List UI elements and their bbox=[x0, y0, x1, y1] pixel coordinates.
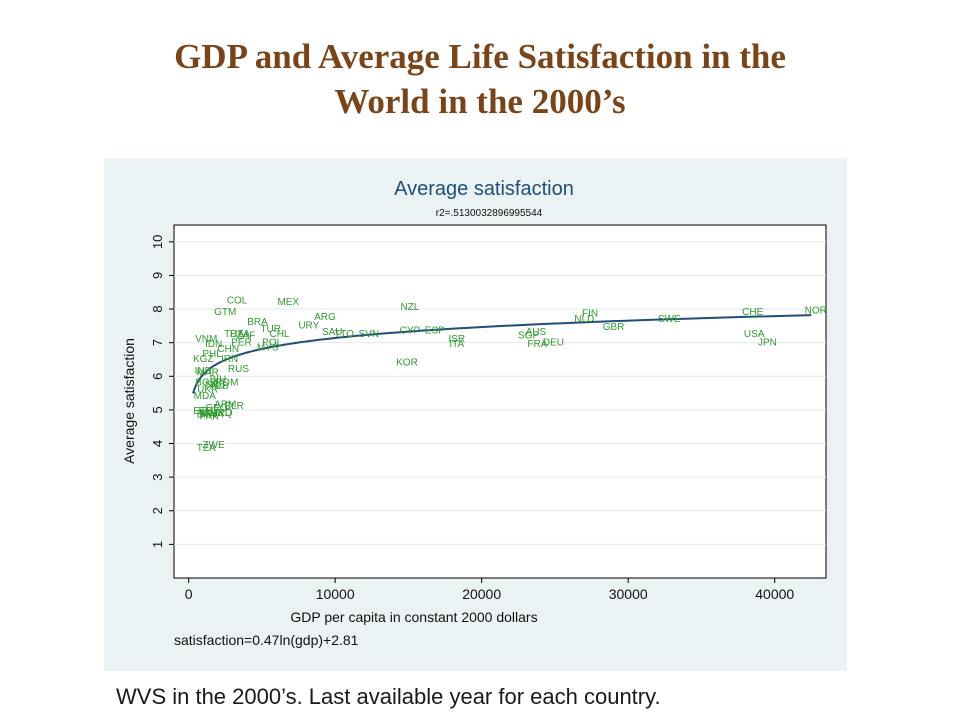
data-point-tto: TTO bbox=[334, 329, 354, 340]
data-point-egy: EGY bbox=[199, 406, 220, 417]
data-point-isr: ISR bbox=[448, 334, 465, 345]
data-point-bra: BRA bbox=[247, 317, 268, 328]
data-point-zaf: ZAF bbox=[236, 331, 255, 342]
data-point-cyp: CYP bbox=[400, 326, 421, 337]
data-point-fra: FRA bbox=[527, 339, 547, 350]
data-point-mli: MLI bbox=[199, 408, 216, 419]
data-point-chl: CHL bbox=[269, 329, 289, 340]
data-point-zwe: ZWE bbox=[202, 440, 225, 451]
data-point-vnm: VNM bbox=[195, 334, 217, 345]
data-point-swe: SWE bbox=[658, 314, 681, 325]
x-tick-label: 30000 bbox=[609, 586, 648, 602]
data-point-dza: DZA bbox=[230, 329, 250, 340]
data-point-mkd: MKD bbox=[210, 408, 232, 419]
data-point-ury: URY bbox=[298, 320, 319, 331]
data-point-rom: ROM bbox=[215, 378, 238, 389]
y-tick-label: 3 bbox=[150, 474, 165, 481]
data-point-nzl: NZL bbox=[400, 302, 419, 313]
data-point-ind: IND bbox=[195, 366, 212, 377]
data-point-kgz: KGZ bbox=[193, 354, 214, 365]
plot-area bbox=[173, 224, 827, 579]
data-point-svn: SVN bbox=[359, 329, 380, 340]
data-point-mys: MYS bbox=[257, 342, 279, 353]
data-point-nld: NLD bbox=[574, 314, 594, 325]
x-tick-label: 0 bbox=[185, 586, 193, 602]
data-point-mar: MAR bbox=[197, 368, 219, 379]
fit-line bbox=[192, 314, 812, 394]
data-point-mex: MEX bbox=[277, 297, 299, 308]
data-point-sgp: SGP bbox=[518, 331, 539, 342]
data-point-deu: DEU bbox=[543, 337, 564, 348]
data-point-usa: USA bbox=[744, 329, 765, 340]
y-tick-label: 4 bbox=[150, 440, 165, 447]
data-point-ita: ITA bbox=[449, 339, 464, 350]
data-point-esp: ESP bbox=[425, 326, 445, 337]
slide-title-line-1: GDP and Average Life Satisfaction in the bbox=[174, 37, 786, 76]
data-points: NORCHEUSAJPNSWEGBRFINNLDDEUFRAAUSSGPISRI… bbox=[193, 295, 827, 454]
axes: 1 2 3 4 5 6 7 8 9 10 0 10000 20000 30000 40000 bbox=[150, 235, 794, 602]
data-point-eth: ETH bbox=[193, 406, 213, 417]
data-point-col: COL bbox=[227, 295, 248, 306]
data-point-bih: BIH bbox=[210, 374, 227, 385]
data-point-gtm: GTM bbox=[214, 307, 236, 318]
data-point-che: CHE bbox=[742, 307, 763, 318]
data-point-arm: ARM bbox=[214, 400, 236, 411]
data-point-blr: BLR bbox=[224, 401, 243, 412]
fit-curve bbox=[192, 314, 812, 394]
data-point-idn: IDN bbox=[205, 339, 222, 350]
scatter-chart: 1 2 3 4 5 6 7 8 9 10 0 10000 20000 30000 40000 NOR CHE U… bbox=[121, 178, 827, 648]
data-point-irq: IRQ bbox=[215, 408, 233, 419]
y-tick-label: 1 bbox=[150, 541, 165, 548]
y-tick-label: 5 bbox=[150, 406, 165, 413]
chart-title: Average satisfaction bbox=[394, 178, 574, 200]
chart-subtitle: r2=.5130032896995544 bbox=[436, 208, 543, 219]
data-point-chn: CHN bbox=[217, 344, 239, 355]
data-point-kor: KOR bbox=[396, 357, 418, 368]
x-tick-label: 20000 bbox=[462, 586, 501, 602]
data-point-pak: PAK bbox=[200, 411, 220, 422]
data-point-rus: RUS bbox=[228, 364, 249, 375]
data-point-phl: PHL bbox=[202, 349, 222, 360]
data-point-tza: TZA bbox=[197, 443, 216, 454]
y-tick-label: 7 bbox=[150, 339, 165, 346]
data-point-bgr: BGR bbox=[195, 378, 217, 389]
y-tick-label: 2 bbox=[150, 507, 165, 514]
chart-panel: 1 2 3 4 5 6 7 8 9 10 0 10000 20000 30000 40000 NOR CHE U… bbox=[104, 158, 847, 671]
data-point-bfa: BFA bbox=[197, 410, 216, 421]
data-point-pol: POL bbox=[262, 337, 282, 348]
data-point-ukr: UKR bbox=[197, 384, 218, 395]
x-axis-label: GDP per capita in constant 2000 dollars bbox=[290, 609, 537, 625]
grid-lines bbox=[174, 241, 826, 545]
slide-title-line-2: World in the 2000’s bbox=[334, 82, 626, 121]
data-point-nor: NOR bbox=[805, 305, 827, 316]
fit-equation-note: satisfaction=0.47ln(gdp)+2.81 bbox=[174, 632, 359, 648]
data-point-geo: GEO bbox=[205, 403, 227, 414]
footer-note: WVS in the 2000’s. Last available year f… bbox=[116, 684, 661, 709]
y-tick-label: 6 bbox=[150, 373, 165, 380]
data-point-mda: MDA bbox=[194, 391, 217, 402]
data-point-rwa: RWA bbox=[201, 410, 224, 421]
data-point-arg: ARG bbox=[314, 312, 336, 323]
data-point-tur: TUR bbox=[260, 324, 281, 335]
y-tick-label: 10 bbox=[150, 235, 165, 249]
y-axis-label: Average satisfaction bbox=[121, 338, 137, 464]
slide-title: GDP and Average Life Satisfaction in the… bbox=[60, 34, 900, 124]
data-point-fin: FIN bbox=[582, 309, 598, 320]
data-point-gbr: GBR bbox=[603, 322, 625, 333]
data-point-aus: AUS bbox=[526, 327, 547, 338]
data-point-irn: IRN bbox=[221, 354, 238, 365]
y-tick-label: 8 bbox=[150, 305, 165, 312]
data-point-jpn: JPN bbox=[758, 337, 777, 348]
data-point-alb: ALB bbox=[210, 381, 229, 392]
x-tick-label: 10000 bbox=[316, 586, 355, 602]
data-point-sau: SAU bbox=[322, 327, 343, 338]
x-tick-label: 40000 bbox=[755, 586, 794, 602]
data-point-per: PER bbox=[231, 337, 252, 348]
data-point-tha: THA bbox=[224, 329, 244, 340]
data-point-srb: SRB bbox=[205, 379, 226, 390]
y-tick-label: 9 bbox=[150, 272, 165, 279]
